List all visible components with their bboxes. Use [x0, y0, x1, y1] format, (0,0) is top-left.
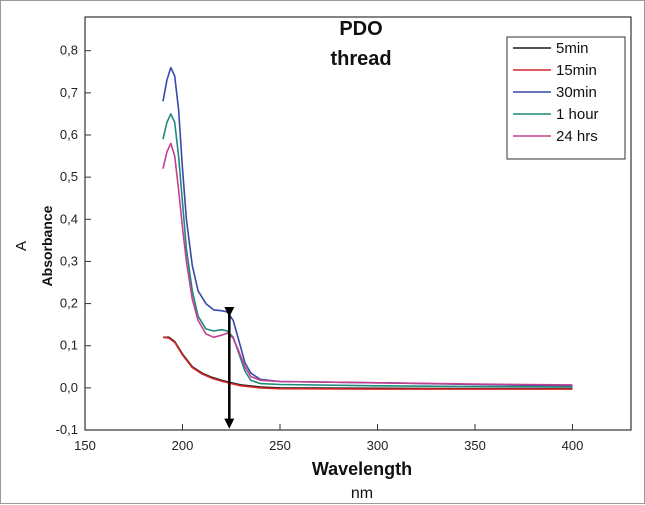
x-axis-ticks: 150 200 250 300 350 400	[74, 424, 583, 453]
chart-title-line-1: PDO	[339, 18, 382, 40]
x-tick-label: 300	[367, 438, 389, 453]
legend-label: 30min	[556, 84, 597, 101]
y-tick-label: 0,2	[60, 296, 78, 311]
x-axis-label: Wavelength	[312, 459, 412, 479]
legend-label: 5min	[556, 40, 589, 57]
x-tick-label: 200	[172, 438, 194, 453]
y-tick-label: 0,6	[60, 127, 78, 142]
y-tick-label: 0,4	[60, 211, 78, 226]
y-axis-label: Absorbance	[39, 205, 55, 286]
y-tick-label: 0,1	[60, 338, 78, 353]
y-tick-label: -0,1	[56, 422, 78, 437]
plot-area-frame	[84, 16, 632, 431]
series-line-5min	[163, 336, 573, 390]
x-tick-label: 250	[269, 438, 291, 453]
legend-label: 1 hour	[556, 106, 599, 123]
y-tick-label: 0,0	[60, 380, 78, 395]
y-axis-symbol: A	[13, 241, 30, 251]
legend-box	[506, 36, 626, 160]
y-tick-label: 0,8	[60, 43, 78, 58]
series-lines	[162, 66, 573, 390]
x-axis-unit: nm	[351, 485, 373, 502]
x-tick-label: 150	[74, 438, 96, 453]
series-line-1-hour	[162, 113, 573, 388]
y-tick-label: 0,5	[60, 169, 78, 184]
chart-title-line-2: thread	[330, 48, 391, 70]
legend-label: 24 hrs	[556, 128, 598, 145]
y-tick-label: 0,7	[60, 85, 78, 100]
y-axis-ticks: -0,1 0,0 0,1 0,2 0,3 0,4 0,5 0,6 0,7 0,8	[56, 43, 91, 437]
x-tick-label: 400	[562, 438, 584, 453]
x-tick-label: 350	[464, 438, 486, 453]
legend: 5min 15min 30min 1 hour 24 hrs	[506, 36, 626, 160]
y-tick-label: 0,3	[60, 253, 78, 268]
series-line-15min	[162, 336, 573, 390]
legend-label: 15min	[556, 62, 597, 79]
series-line-24-hrs	[162, 142, 573, 386]
